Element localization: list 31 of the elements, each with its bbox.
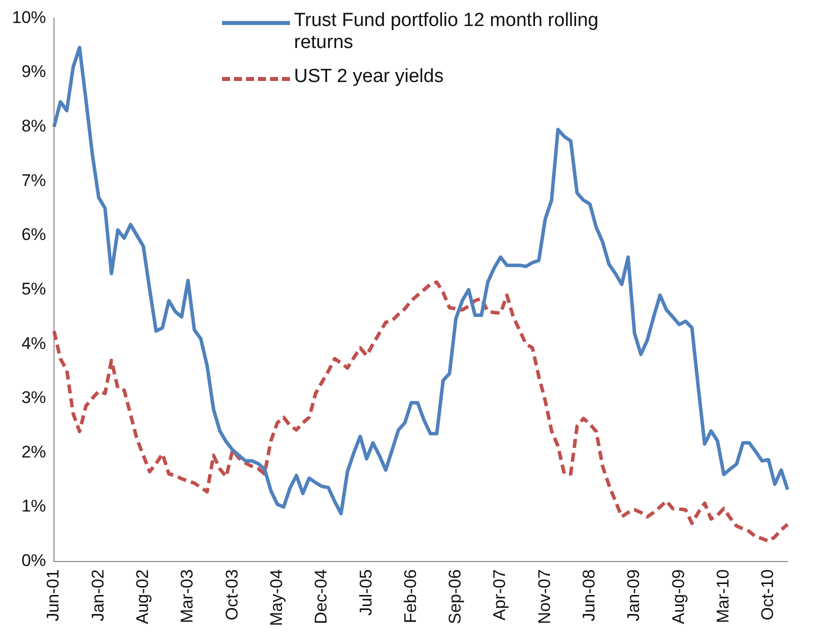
x-tick-label: Jan-09 <box>624 569 644 622</box>
x-tick-label: Aug-09 <box>668 569 688 624</box>
x-tick-label: Apr-07 <box>490 569 510 620</box>
y-tick-label: 5% <box>21 279 46 298</box>
x-tick-label: Sep-06 <box>446 569 465 624</box>
x-tick-label: Oct-10 <box>758 569 778 620</box>
x-tick-label: Jan-02 <box>88 569 108 622</box>
legend-label: Trust Fund portfolio 12 month rolling returns <box>294 10 600 54</box>
y-tick-label: 2% <box>21 442 46 462</box>
y-tick-label: 9% <box>21 62 46 82</box>
x-tick-label: Mar-10 <box>714 569 732 624</box>
y-tick-label: 4% <box>21 334 46 353</box>
y-tick-label: 10% <box>12 8 46 27</box>
y-tick-label: 6% <box>21 225 46 244</box>
x-tick-label: Oct-03 <box>222 569 242 620</box>
x-tick-label: May-04 <box>266 569 286 626</box>
legend-label: UST 2 year yields <box>294 66 444 88</box>
x-tick-label: Jun-08 <box>580 569 599 622</box>
x-tick-label: Dec-04 <box>312 569 331 624</box>
y-tick-label: 8% <box>21 116 46 136</box>
line-series <box>52 280 790 543</box>
y-tick-label: 7% <box>21 170 46 190</box>
x-tick-label: Feb-06 <box>400 569 420 624</box>
x-tick-label: Jul-05 <box>356 569 376 616</box>
y-tick-label: 3% <box>21 388 46 408</box>
x-tick-label: Nov-07 <box>534 569 554 624</box>
y-tick-label: 1% <box>21 496 46 516</box>
y-tick-label: 0% <box>21 551 46 570</box>
x-tick-label: Jun-01 <box>44 569 63 622</box>
x-tick-label: Mar-03 <box>178 569 197 624</box>
x-tick-label: Aug-02 <box>133 569 152 624</box>
